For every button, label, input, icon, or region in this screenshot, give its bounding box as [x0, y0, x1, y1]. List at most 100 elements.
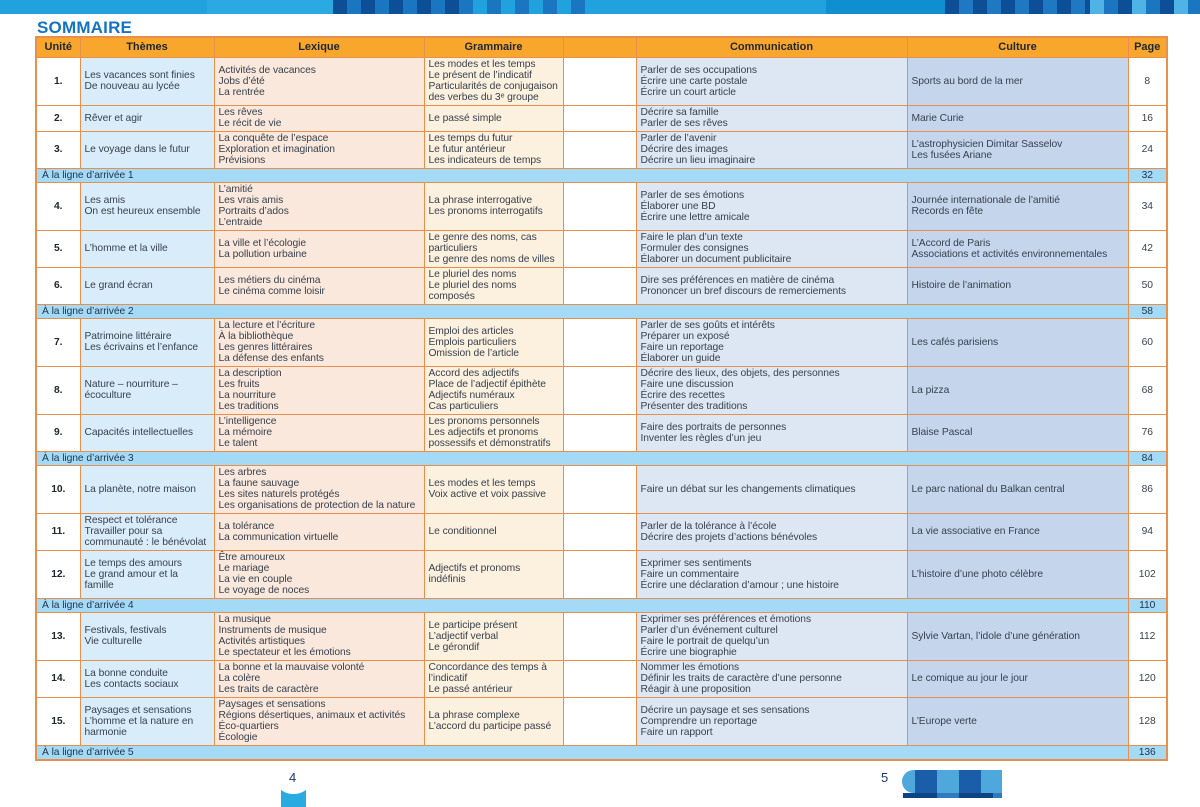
unit-row: 3. Le voyage dans le futur La conquête de … [35, 130, 1168, 169]
text-line: Les traits de caractère [218, 684, 319, 695]
text-line: Place de l’adjectif épithète [428, 379, 546, 390]
unit-number-cell: 3. [35, 130, 81, 169]
unit-number-cell: 9. [35, 413, 81, 452]
text-line: Exprimer ses préférences et émotions [640, 614, 812, 625]
unit-number-cell: 2. [35, 104, 81, 132]
text-line: Parler de ses occupations [640, 64, 758, 76]
page-number-cell: 94 [1127, 512, 1168, 551]
blank-cell [562, 130, 637, 169]
grammaire-cell: Accord des adjectifs Place de l’adjectif … [423, 365, 564, 415]
text-line: Le participe présent [428, 619, 518, 631]
lexique-cell: La bonne et la mauvaise volonté La colère… [213, 659, 425, 698]
blank-cell [562, 464, 637, 514]
text-line: Parler d’un événement culturel [640, 625, 778, 636]
text-line: Le talent [218, 438, 258, 449]
text-line: Les indicateurs de temps [428, 155, 542, 166]
page-number-cell: 42 [1127, 229, 1168, 268]
milestone-page-number: 84 [1127, 450, 1168, 466]
text-line: Faire une discussion [640, 379, 734, 390]
checkered-pattern-icon [333, 0, 459, 14]
grammaire-cell: Adjectifs et pronoms indéfinis [423, 549, 564, 599]
checkered-ribbon-icon [902, 770, 1002, 793]
text-line: L’adjectif verbal [428, 630, 499, 642]
text-line: La faune sauvage [218, 478, 300, 489]
blank-cell [562, 317, 637, 367]
text-line: Accord des adjectifs [428, 368, 520, 379]
text-line: Histoire de l’animation [911, 280, 1012, 291]
blank-cell [562, 413, 637, 452]
text-line: La pollution urbaine [218, 248, 307, 260]
page-title: SOMMAIRE [37, 18, 133, 37]
checkered-pattern-icon [459, 0, 599, 14]
text-line: La conquête de l’espace [218, 133, 329, 144]
text-line: Emplois particuliers [428, 336, 517, 348]
text-line: Prononcer un bref discours de remercieme… [640, 285, 847, 297]
grammaire-cell: Les modes et les temps Le présent de l’in… [423, 56, 564, 106]
text-line: Élaborer un document publicitaire [640, 254, 792, 265]
grammaire-cell: Le participe présent L’adjectif verbal Le … [423, 611, 564, 661]
grammaire-cell: Les temps du futur Le futur antérieur Les … [423, 130, 564, 169]
blank-cell [562, 549, 637, 599]
milestone-page-number: 110 [1127, 597, 1168, 613]
lexique-cell: La ville et l’écologie La pollution urbai… [213, 229, 425, 268]
text-line: Le voyage dans le futur [84, 144, 190, 155]
communication-cell: Parler de ses goûts et intérêts Préparer … [635, 317, 908, 367]
text-line: Les fruits [218, 379, 260, 390]
culture-cell: L’histoire d’une photo célèbre [906, 549, 1129, 599]
unit-number-cell: 6. [35, 266, 81, 305]
lexique-cell: Les métiers du cinéma Le cinéma comme loi… [213, 266, 425, 305]
communication-cell: Faire le plan d’un texte Formuler des con… [635, 229, 908, 268]
unit-number-cell: 1. [35, 56, 81, 106]
text-line: Élaborer une BD [640, 200, 716, 212]
text-line: L’intelligence [218, 416, 277, 427]
lexique-cell: L’amitié Les vrais amis Portraits d’ados L’… [213, 181, 425, 231]
culture-cell: Le parc national du Balkan central [906, 464, 1129, 514]
grammaire-cell: Le pluriel des noms Le pluriel des noms c… [423, 266, 564, 305]
toc-table: Unité Thèmes Lexique Grammaire Communica… [35, 36, 1168, 761]
unit-row: 10. La planète, notre maison Les arbres La … [35, 464, 1168, 514]
communication-cell: Exprimer ses préférences et émotions Parl… [635, 611, 908, 661]
text-line: Travailler pour sa communauté : le bénév… [84, 526, 207, 548]
unit-row: 14. La bonne conduite Les contacts sociaux… [35, 659, 1168, 698]
unit-row: 12. Le temps des amours Le grand amour et … [35, 549, 1168, 599]
unit-number-cell: 15. [35, 696, 81, 746]
culture-cell: Marie Curie [906, 104, 1129, 132]
text-line: La rentrée [218, 86, 265, 98]
text-line: Le comique au jour le jour [911, 673, 1028, 684]
column-header-unite: Unité [35, 36, 81, 58]
culture-cell: Histoire de l’animation [906, 266, 1129, 305]
text-line: Les amis [84, 195, 126, 206]
text-line: Le temps des amours [84, 557, 183, 569]
text-line: Le grand amour et la famille [84, 568, 179, 591]
text-line: Éco-quartiers [218, 721, 279, 732]
text-line: Les genres littéraires [218, 342, 313, 353]
text-line: Activités de vacances [218, 64, 316, 76]
text-line: Les vrais amis [218, 195, 284, 206]
blank-cell [562, 181, 637, 231]
text-line: Décrire des lieux, des objets, des perso… [640, 368, 840, 379]
blank-cell [562, 659, 637, 698]
communication-cell: Parler de l’avenir Décrire des images Décr… [635, 130, 908, 169]
lexique-cell: Les rêves Le récit de vie [213, 104, 425, 132]
text-line: Records en fête [911, 206, 984, 217]
text-line: Nature – nourriture – écoculture [84, 379, 178, 401]
milestone-row: À la ligne d’arrivée 4 110 [35, 597, 1168, 613]
text-line: La bonne et la mauvaise volonté [218, 662, 365, 673]
text-line: Les traditions [218, 401, 279, 412]
text-line: Décrire des images [640, 144, 728, 155]
text-line: Décrire un lieu imaginaire [640, 155, 756, 166]
page-number-left: 4 [289, 770, 297, 785]
text-line: La défense des enfants [218, 353, 324, 364]
communication-cell: Parler de ses émotions Élaborer une BD Écr… [635, 181, 908, 231]
milestone-row: À la ligne d’arrivée 2 58 [35, 303, 1168, 319]
grammaire-cell: Les pronoms personnels Les adjectifs et p… [423, 413, 564, 452]
text-line: Le spectateur et les émotions [218, 647, 351, 658]
text-line: Parler de la tolérance à l’école [640, 520, 777, 532]
table-header-row: Unité Thèmes Lexique Grammaire Communica… [35, 36, 1168, 58]
themes-cell: Nature – nourriture – écoculture [79, 365, 215, 415]
text-line: Faire le portrait de quelqu’un [640, 636, 770, 647]
text-line: Élaborer un guide [640, 353, 721, 364]
text-line: Particularités de conjugaison des verbes… [428, 81, 558, 103]
text-line: On est heureux ensemble [84, 206, 201, 217]
text-line: Concordance des temps à l’indicatif [428, 662, 547, 684]
